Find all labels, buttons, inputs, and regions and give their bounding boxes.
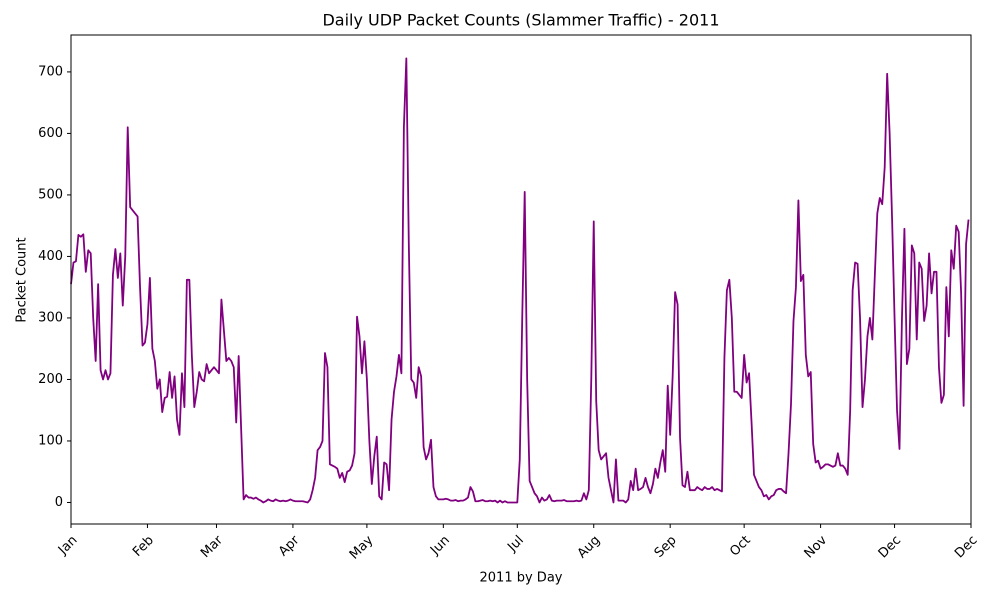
x-tick-label: Feb — [130, 533, 157, 560]
y-tick-label: 0 — [55, 495, 63, 510]
y-tick-label: 200 — [38, 372, 63, 387]
y-tick-label: 600 — [38, 126, 63, 141]
x-axis-label: 2011 by Day — [480, 571, 563, 586]
x-tick-label: Oct — [727, 533, 754, 560]
y-tick-label: 300 — [38, 310, 63, 325]
x-tick-label: Jul — [504, 533, 526, 555]
x-tick-label: Nov — [802, 533, 831, 562]
y-tick-label: 700 — [38, 64, 63, 79]
data-line — [70, 57, 970, 504]
y-tick-label: 500 — [38, 187, 63, 202]
y-tick-label: 100 — [38, 433, 63, 448]
x-tick-label: Jan — [55, 533, 80, 558]
y-tick-label: 400 — [38, 249, 63, 264]
chart-title: Daily UDP Packet Counts (Slammer Traffic… — [322, 11, 719, 30]
plot-frame — [70, 34, 972, 525]
x-tick-label: Jun — [427, 533, 453, 559]
x-tick-label: Mar — [198, 532, 226, 560]
x-tick-label: Aug — [575, 533, 604, 562]
x-tick-label: May — [347, 533, 377, 563]
x-tick-label: Dec — [952, 533, 980, 561]
x-tick-label: Sep — [652, 533, 680, 561]
x-tick-label: Dec — [876, 533, 904, 561]
y-axis-label: Packet Count — [15, 237, 30, 322]
x-tick-label: Apr — [276, 532, 303, 559]
